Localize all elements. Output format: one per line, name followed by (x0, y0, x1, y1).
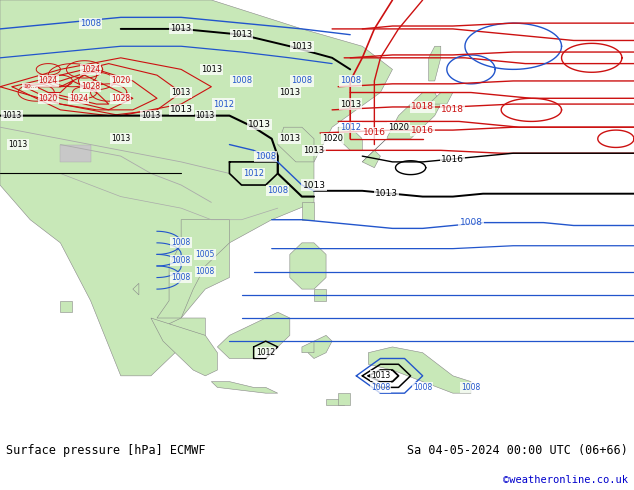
Text: 1008: 1008 (80, 19, 101, 27)
Text: 1008: 1008 (196, 267, 215, 276)
Text: 1013: 1013 (170, 105, 193, 114)
Text: 1013: 1013 (248, 120, 271, 129)
Polygon shape (338, 127, 362, 150)
Text: 1013: 1013 (340, 99, 361, 109)
Text: 1013: 1013 (201, 65, 222, 74)
Polygon shape (429, 93, 453, 104)
Text: 1028: 1028 (81, 82, 100, 91)
Text: 1013: 1013 (3, 111, 22, 120)
Text: 1020: 1020 (321, 134, 342, 143)
Text: 1008: 1008 (292, 76, 313, 85)
Text: 1018: 1018 (441, 105, 464, 114)
Text: 1020: 1020 (111, 76, 131, 85)
Text: 1013: 1013 (304, 146, 325, 155)
Text: 1008: 1008 (460, 218, 482, 227)
Text: 1013: 1013 (302, 180, 325, 190)
Text: 1008: 1008 (172, 256, 191, 265)
Polygon shape (429, 46, 441, 81)
Text: 1016: 1016 (363, 128, 386, 138)
Text: 1016: 1016 (411, 125, 434, 135)
Text: ©weatheronline.co.uk: ©weatheronline.co.uk (503, 475, 628, 485)
Text: 1008: 1008 (255, 151, 276, 161)
Text: 1018: 1018 (411, 102, 434, 111)
Text: 1008: 1008 (371, 383, 390, 392)
Polygon shape (314, 289, 326, 301)
Text: 1013: 1013 (111, 134, 131, 143)
Polygon shape (368, 347, 471, 393)
Polygon shape (338, 393, 350, 405)
Text: 1008: 1008 (172, 238, 191, 247)
Text: 1013: 1013 (8, 140, 28, 149)
Text: 1013: 1013 (171, 24, 191, 33)
Polygon shape (151, 318, 217, 376)
Text: 1013: 1013 (231, 30, 252, 39)
Text: 1013: 1013 (279, 88, 301, 97)
Polygon shape (0, 0, 392, 376)
Text: Surface pressure [hPa] ECMWF: Surface pressure [hPa] ECMWF (6, 444, 206, 457)
Polygon shape (60, 301, 72, 312)
Text: 1012: 1012 (256, 348, 275, 357)
Polygon shape (362, 150, 380, 168)
Text: 1024: 1024 (39, 76, 58, 85)
Polygon shape (211, 382, 278, 393)
Polygon shape (60, 145, 91, 162)
Text: 1013: 1013 (292, 42, 313, 51)
Polygon shape (169, 318, 205, 341)
Text: 1013: 1013 (279, 134, 301, 143)
Text: 1008: 1008 (413, 383, 432, 392)
Polygon shape (326, 399, 344, 405)
Text: 1008: 1008 (231, 76, 252, 85)
Text: 1008: 1008 (340, 76, 361, 85)
Polygon shape (308, 335, 332, 359)
Text: 1005: 1005 (196, 250, 215, 259)
Polygon shape (278, 127, 314, 162)
Text: 1016: 1016 (441, 154, 464, 164)
Text: 1013: 1013 (196, 111, 215, 120)
Text: 1008: 1008 (267, 186, 288, 196)
Text: 1020: 1020 (39, 94, 58, 103)
Text: 1008: 1008 (172, 273, 191, 282)
Text: 1008: 1008 (462, 383, 481, 392)
Text: 1012: 1012 (213, 99, 234, 109)
Polygon shape (290, 243, 326, 289)
Polygon shape (302, 202, 314, 220)
Text: 1020: 1020 (388, 122, 409, 132)
Text: 1013: 1013 (371, 371, 390, 380)
Polygon shape (217, 312, 290, 359)
Text: 1024: 1024 (81, 65, 100, 74)
Text: 1012: 1012 (340, 122, 361, 132)
Text: 1013: 1013 (375, 189, 398, 198)
Text: 1028: 1028 (111, 94, 131, 103)
Text: 1024: 1024 (69, 94, 88, 103)
Text: 10...: 10... (23, 84, 37, 89)
Polygon shape (362, 93, 441, 162)
Text: 1012: 1012 (243, 169, 264, 178)
Text: 1013: 1013 (141, 111, 160, 120)
Polygon shape (157, 220, 230, 318)
Text: 1013: 1013 (172, 88, 191, 97)
Text: Sa 04-05-2024 00:00 UTC (06+66): Sa 04-05-2024 00:00 UTC (06+66) (407, 444, 628, 457)
Polygon shape (133, 283, 139, 295)
Polygon shape (302, 341, 314, 353)
